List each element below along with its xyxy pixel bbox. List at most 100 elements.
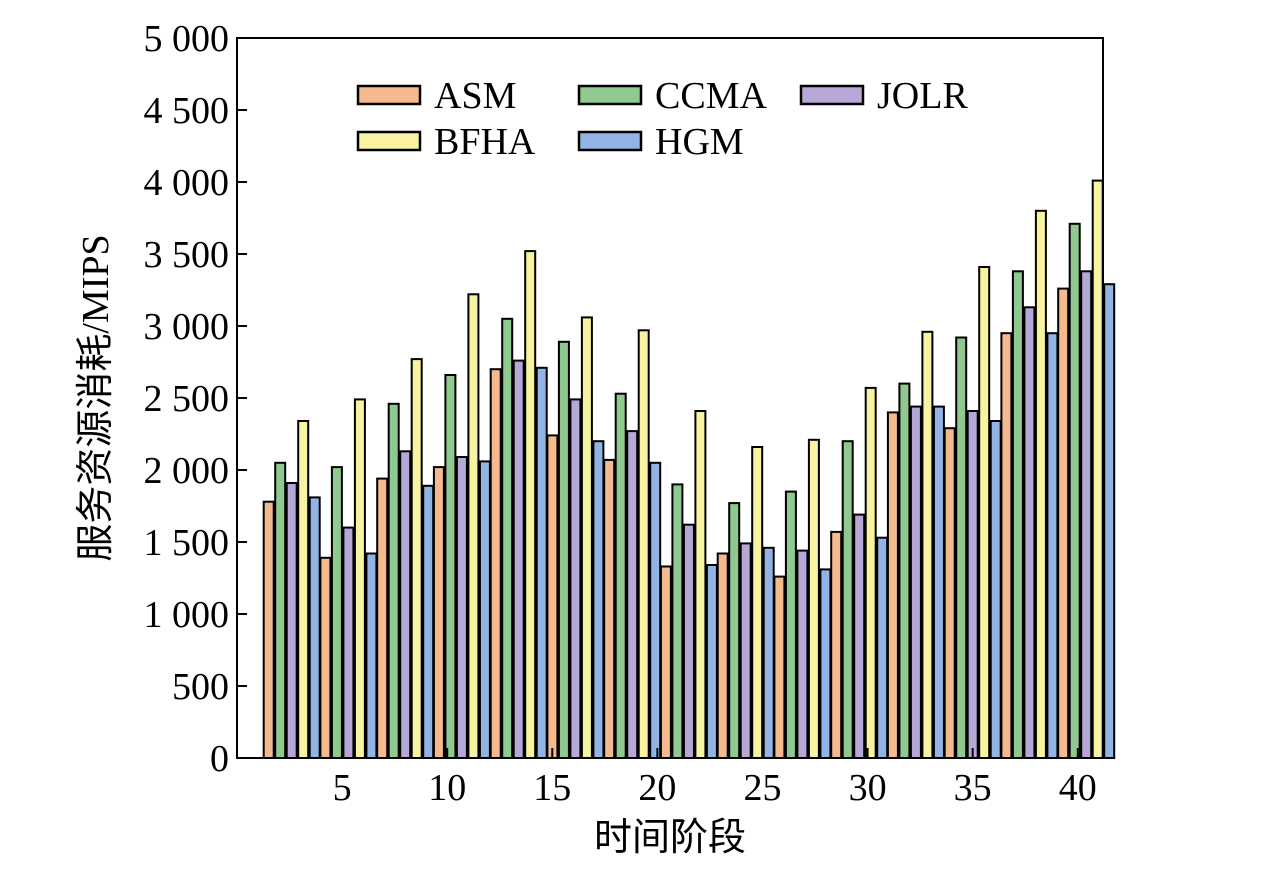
x-tick-label: 5 [333, 767, 352, 809]
y-tick-label: 2 500 [144, 378, 230, 420]
bar-hgm-10 [819, 568, 832, 760]
bar-ccma-12 [898, 382, 911, 759]
bar-bfha-10 [807, 438, 820, 759]
bar-jolr-3 [399, 450, 412, 759]
bar-bfha-3 [410, 358, 423, 759]
bar-ccma-6 [557, 340, 570, 759]
legend-label-jolr: JOLR [877, 75, 968, 117]
bar-hgm-8 [705, 564, 718, 759]
legend-swatch-jolr [799, 84, 865, 106]
bar-jolr-12 [909, 405, 922, 759]
bar-ccma-10 [784, 490, 797, 759]
bar-ccma-5 [501, 317, 514, 759]
bars-layer [262, 179, 1116, 760]
bar-asm-10 [773, 575, 786, 759]
bar-bfha-14 [1034, 209, 1047, 760]
bar-bfha-8 [694, 410, 707, 759]
legend-label-bfha: BFHA [434, 121, 536, 163]
bar-bfha-9 [751, 446, 764, 759]
bar-hgm-2 [365, 552, 378, 759]
bar-jolr-13 [966, 410, 979, 759]
bar-ccma-15 [1068, 222, 1081, 760]
bar-bfha-11 [864, 386, 877, 759]
bar-asm-1 [262, 500, 275, 759]
bar-hgm-6 [592, 440, 605, 759]
bar-ccma-4 [444, 374, 457, 759]
bar-asm-8 [659, 565, 672, 759]
x-tick-label: 40 [1059, 767, 1097, 809]
bar-jolr-15 [1080, 270, 1093, 759]
legend-label-ccma: CCMA [655, 75, 767, 117]
y-tick-label: 3 500 [144, 234, 230, 276]
x-tick-label: 25 [743, 767, 781, 809]
legend: ASM CCMA JOLR BFHA HGM [356, 75, 968, 163]
bar-ccma-13 [955, 336, 968, 759]
y-axis-title: 服务资源消耗/MIPS [75, 234, 117, 561]
bar-jolr-14 [1023, 306, 1036, 759]
bar-ccma-14 [1011, 270, 1024, 759]
bar-bfha-2 [353, 398, 366, 759]
bar-asm-13 [943, 427, 956, 759]
bar-jolr-4 [455, 456, 468, 759]
bar-asm-3 [376, 477, 389, 759]
x-tick-label: 30 [849, 767, 887, 809]
ticks-layer: 0 500 1 000 1 500 2 000 2 500 3 000 3 500 4 000 4… [144, 18, 1097, 809]
bar-ccma-2 [330, 466, 343, 759]
bar-ccma-8 [671, 483, 684, 759]
bar-hgm-5 [535, 366, 548, 759]
bar-bfha-1 [297, 420, 310, 759]
bar-bfha-13 [978, 266, 991, 759]
bar-hgm-14 [1046, 332, 1059, 759]
bar-jolr-10 [796, 549, 809, 759]
y-tick-label: 4 500 [144, 90, 230, 132]
x-tick-label: 10 [428, 767, 466, 809]
bar-ccma-11 [841, 440, 854, 759]
bar-asm-6 [546, 434, 559, 759]
bar-asm-7 [603, 458, 616, 759]
x-tick-label: 20 [638, 767, 676, 809]
bar-jolr-1 [285, 482, 298, 759]
bar-asm-4 [432, 466, 445, 759]
y-tick-label: 5 000 [144, 18, 230, 60]
bar-hgm-1 [308, 496, 321, 759]
bar-ccma-3 [387, 402, 400, 759]
bar-jolr-6 [569, 398, 582, 759]
x-tick-label: 15 [533, 767, 571, 809]
bar-hgm-9 [762, 546, 775, 759]
bar-bfha-7 [637, 329, 650, 759]
y-tick-label: 1 500 [144, 522, 230, 564]
bar-bfha-5 [524, 250, 537, 759]
bar-jolr-8 [682, 523, 695, 760]
legend-label-asm: ASM [434, 75, 516, 117]
bar-asm-15 [1057, 287, 1070, 759]
bar-asm-11 [830, 530, 843, 760]
bar-ccma-9 [728, 502, 741, 759]
bar-bfha-12 [921, 330, 934, 759]
bar-jolr-7 [626, 430, 639, 759]
bar-asm-2 [319, 556, 332, 759]
y-tick-label: 1 000 [144, 594, 230, 636]
bar-hgm-12 [932, 405, 945, 759]
y-tick-label: 0 [210, 738, 229, 780]
bar-bfha-4 [467, 293, 480, 759]
bar-asm-5 [489, 368, 502, 759]
bar-hgm-4 [478, 460, 491, 759]
legend-label-hgm: HGM [655, 121, 744, 163]
bar-hgm-13 [989, 420, 1002, 759]
bar-jolr-11 [853, 513, 866, 759]
legend-swatch-hgm [577, 130, 643, 152]
bar-hgm-15 [1103, 283, 1116, 759]
bar-hgm-11 [876, 536, 889, 760]
bar-ccma-7 [614, 392, 627, 759]
bar-asm-14 [1000, 332, 1013, 759]
x-axis-title: 时间阶段 [594, 817, 746, 859]
legend-swatch-asm [356, 84, 422, 106]
y-tick-label: 2 000 [144, 450, 230, 492]
bar-bfha-6 [580, 316, 593, 759]
bar-asm-9 [716, 552, 729, 759]
bar-ccma-1 [274, 461, 287, 759]
legend-swatch-ccma [577, 84, 643, 106]
bar-jolr-2 [342, 526, 355, 759]
y-tick-label: 500 [172, 666, 229, 708]
